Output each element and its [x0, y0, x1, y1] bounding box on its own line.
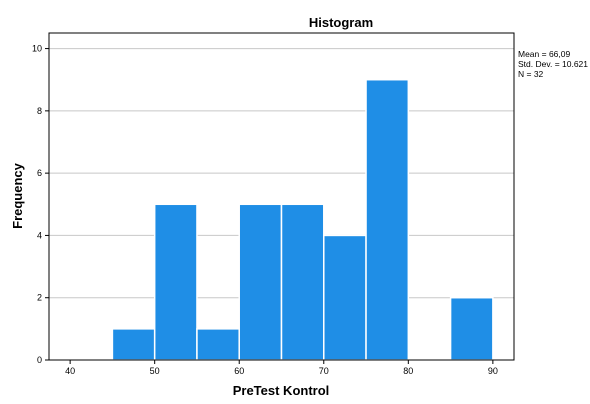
histogram-bar-0 — [111, 328, 156, 361]
x-tick-label-1: 50 — [150, 366, 160, 376]
histogram-bar-3 — [238, 203, 283, 361]
histogram-bar-7 — [449, 296, 494, 361]
stat-std-dev: Std. Dev. = 10.621 — [518, 59, 588, 69]
x-tick-label-4: 80 — [403, 366, 413, 376]
y-tick-label-0: 0 — [37, 355, 42, 365]
y-tick-label-4: 8 — [37, 106, 42, 116]
x-axis-ticks: 40 50 60 70 80 90 — [65, 360, 498, 376]
histogram-bar-4 — [280, 203, 325, 361]
x-tick-label-0: 40 — [65, 366, 75, 376]
y-tick-label-5: 10 — [32, 44, 42, 54]
y-tick-label-1: 2 — [37, 293, 42, 303]
x-tick-label-2: 60 — [234, 366, 244, 376]
stat-n: N = 32 — [518, 69, 544, 79]
y-axis-ticks: 0 2 4 6 8 10 — [32, 44, 49, 365]
histogram-bar-6 — [365, 78, 410, 361]
x-tick-label-3: 70 — [319, 366, 329, 376]
chart-title: Histogram — [309, 15, 373, 30]
histogram-bars — [111, 78, 494, 361]
stat-mean: Mean = 66,09 — [518, 49, 570, 59]
grid-lines — [49, 48, 514, 299]
x-tick-label-5: 90 — [488, 366, 498, 376]
x-axis-title: PreTest Kontrol — [233, 383, 330, 398]
y-tick-label-3: 6 — [37, 168, 42, 178]
y-tick-label-2: 4 — [37, 230, 42, 240]
histogram-bar-5 — [323, 234, 367, 361]
plot-area-frame — [48, 32, 515, 361]
y-axis-title: Frequency — [10, 162, 25, 229]
histogram-bar-1 — [153, 203, 198, 361]
histogram-bar-2 — [196, 328, 240, 361]
